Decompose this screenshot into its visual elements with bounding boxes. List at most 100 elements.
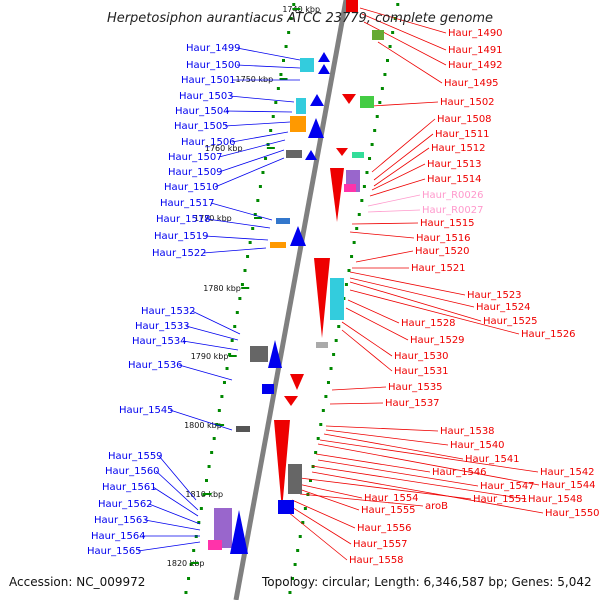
ruler-label: 1790 kbp xyxy=(191,352,229,361)
callout-line xyxy=(225,110,293,113)
gene-label-left: Haur_1545 xyxy=(119,405,174,416)
track-tick xyxy=(337,325,341,328)
callout-line xyxy=(169,409,233,431)
track-tick xyxy=(228,353,232,356)
callout-line xyxy=(204,235,269,241)
track-tick xyxy=(233,325,237,328)
callout-line xyxy=(214,157,285,188)
gene-label-right: aroB xyxy=(425,501,448,512)
gene-label-right: Haur_1555 xyxy=(361,505,416,516)
gene-label-right: Haur_1556 xyxy=(357,523,412,534)
track-tick xyxy=(253,213,257,216)
gene-arrow xyxy=(314,258,330,338)
track-tick xyxy=(189,563,193,566)
track-tick xyxy=(279,73,283,76)
track-tick xyxy=(287,31,291,34)
callout-line xyxy=(329,402,384,405)
gene-label-left: Haur_1499 xyxy=(186,43,241,54)
callout-line xyxy=(367,194,421,207)
callout-line xyxy=(349,231,415,239)
track-tick xyxy=(251,227,255,230)
callout-line xyxy=(351,222,419,225)
gene-label-right: Haur_1529 xyxy=(410,335,465,346)
gene-arrow xyxy=(310,94,324,106)
gene-label-right: Haur_1526 xyxy=(521,329,576,340)
callout-line xyxy=(185,325,239,341)
track-tick xyxy=(296,549,300,552)
genome-backbone xyxy=(233,0,349,600)
track-tick xyxy=(316,437,320,440)
gene-label-left: Haur_1500 xyxy=(186,60,241,71)
gene-label-right: Haur_1515 xyxy=(420,218,475,229)
callout-line xyxy=(155,470,199,511)
gene-label-right: Haur_1557 xyxy=(353,539,408,550)
callout-line xyxy=(341,321,393,357)
callout-line xyxy=(349,289,520,335)
callout-line xyxy=(289,505,352,545)
track-tick xyxy=(269,129,273,132)
track-tick xyxy=(352,241,356,244)
gene-label-right: Haur_1512 xyxy=(431,143,486,154)
gene-label-right: Haur_1551 xyxy=(473,494,528,505)
track-tick xyxy=(291,577,295,580)
track-tick xyxy=(292,3,296,6)
gene-label-right: Haur_1544 xyxy=(541,480,596,491)
gene-arrow xyxy=(330,168,344,222)
callout-line xyxy=(224,121,291,127)
track-tick xyxy=(222,381,226,384)
gene-block xyxy=(316,342,328,348)
track-tick xyxy=(355,227,359,230)
track-tick xyxy=(324,395,328,398)
callout-line xyxy=(367,209,421,213)
callout-line xyxy=(371,163,426,191)
callout-line xyxy=(363,21,447,66)
track-tick xyxy=(284,45,288,48)
callout-line xyxy=(206,218,271,229)
track-tick xyxy=(360,199,364,202)
track-tick xyxy=(365,171,369,174)
gene-label-right: Haur_1550 xyxy=(545,508,600,519)
track-tick xyxy=(246,255,250,258)
callout-line xyxy=(331,386,387,391)
gene-label-left: Haur_1517 xyxy=(160,198,215,209)
gene-arrow xyxy=(274,420,290,510)
gene-label-left: Haur_1533 xyxy=(135,321,190,332)
gene-label-left: Haur_1509 xyxy=(168,167,223,178)
track-tick xyxy=(362,185,366,188)
gene-label-right: Haur_1502 xyxy=(440,97,495,108)
callout-line xyxy=(218,139,286,158)
callout-line xyxy=(369,178,426,197)
callout-line xyxy=(148,503,201,525)
gene-block xyxy=(276,218,290,224)
track-tick xyxy=(235,311,239,314)
gene-label-right: Haur_1523 xyxy=(467,290,522,301)
callout-line xyxy=(361,13,447,51)
ruler-label: 1750 kbp xyxy=(236,75,274,84)
gene-block xyxy=(344,184,356,192)
gene-label-right: Haur_1558 xyxy=(349,555,404,566)
track-tick xyxy=(301,521,305,524)
rna-label-right: Haur_R0026 xyxy=(422,190,484,201)
gene-arrow xyxy=(268,340,282,368)
track-tick xyxy=(391,31,395,34)
gene-label-right: Haur_1511 xyxy=(435,129,490,140)
gene-block xyxy=(300,58,314,72)
gene-label-left: Haur_1565 xyxy=(87,546,142,557)
gene-block xyxy=(286,150,302,158)
track-tick xyxy=(350,255,354,258)
ruler-label: 1740 kbp xyxy=(282,5,320,14)
gene-label-right: Haur_1520 xyxy=(415,246,470,257)
gene-arrow xyxy=(284,396,298,406)
gene-block xyxy=(250,346,268,362)
gene-block xyxy=(236,426,250,432)
gene-label-right: Haur_1514 xyxy=(427,174,482,185)
callout-line xyxy=(315,453,431,473)
ruler-label: 1770 kbp xyxy=(194,214,232,223)
gene-arrow xyxy=(318,52,330,62)
gene-label-right: Haur_1531 xyxy=(394,366,449,377)
gene-label-right: Haur_1554 xyxy=(364,493,419,504)
callout-line xyxy=(373,133,434,181)
callout-line xyxy=(325,425,439,432)
callout-line xyxy=(377,41,443,84)
gene-label-left: Haur_1561 xyxy=(102,482,157,493)
